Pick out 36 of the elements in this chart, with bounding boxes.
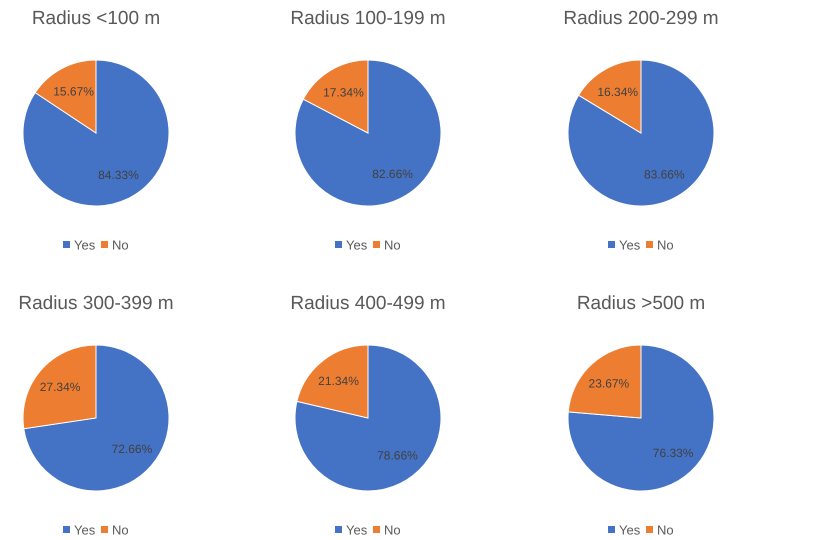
chart-title: Radius >500 m — [576, 293, 706, 314]
legend-label: No — [112, 238, 129, 253]
pie-slice — [568, 60, 714, 206]
chart-title: Radius 400-499 m — [290, 293, 446, 314]
legend-label: No — [657, 238, 674, 253]
data-label: 17.34% — [323, 86, 364, 100]
data-label: 83.66% — [644, 168, 685, 182]
data-label: 84.33% — [98, 168, 140, 182]
legend-label: Yes — [619, 522, 641, 538]
chart-title: Radius 200-299 m — [563, 8, 719, 29]
pie-slice — [23, 344, 170, 492]
legend-label: Yes — [619, 238, 641, 253]
data-label: 23.67% — [588, 376, 630, 390]
data-label: 82.66% — [372, 166, 414, 181]
legend-label: No — [384, 522, 401, 538]
legend-label: No — [112, 522, 129, 538]
data-label: 16.34% — [597, 84, 638, 99]
legend-label: No — [657, 522, 674, 538]
chart-title: Radius <100 m — [32, 8, 160, 29]
chart-title: Radius 100-199 m — [290, 8, 446, 29]
pie-slice — [22, 60, 170, 206]
data-label: 15.67% — [53, 84, 94, 98]
pie-slice — [294, 344, 442, 492]
pie-slice — [294, 60, 442, 206]
pie-slice — [568, 344, 714, 492]
data-label: 78.66% — [377, 448, 418, 462]
data-label: 21.34% — [318, 374, 360, 388]
data-label: 72.66% — [112, 442, 153, 456]
legend-label: Yes — [74, 238, 96, 253]
legend-label: No — [384, 238, 401, 253]
data-label: 27.34% — [40, 380, 81, 394]
legend-label: Yes — [346, 522, 368, 538]
legend-label: Yes — [346, 238, 368, 253]
data-label: 76.33% — [652, 446, 694, 460]
legend-label: Yes — [74, 522, 96, 538]
chart-title: Radius 300-399 m — [18, 293, 174, 314]
